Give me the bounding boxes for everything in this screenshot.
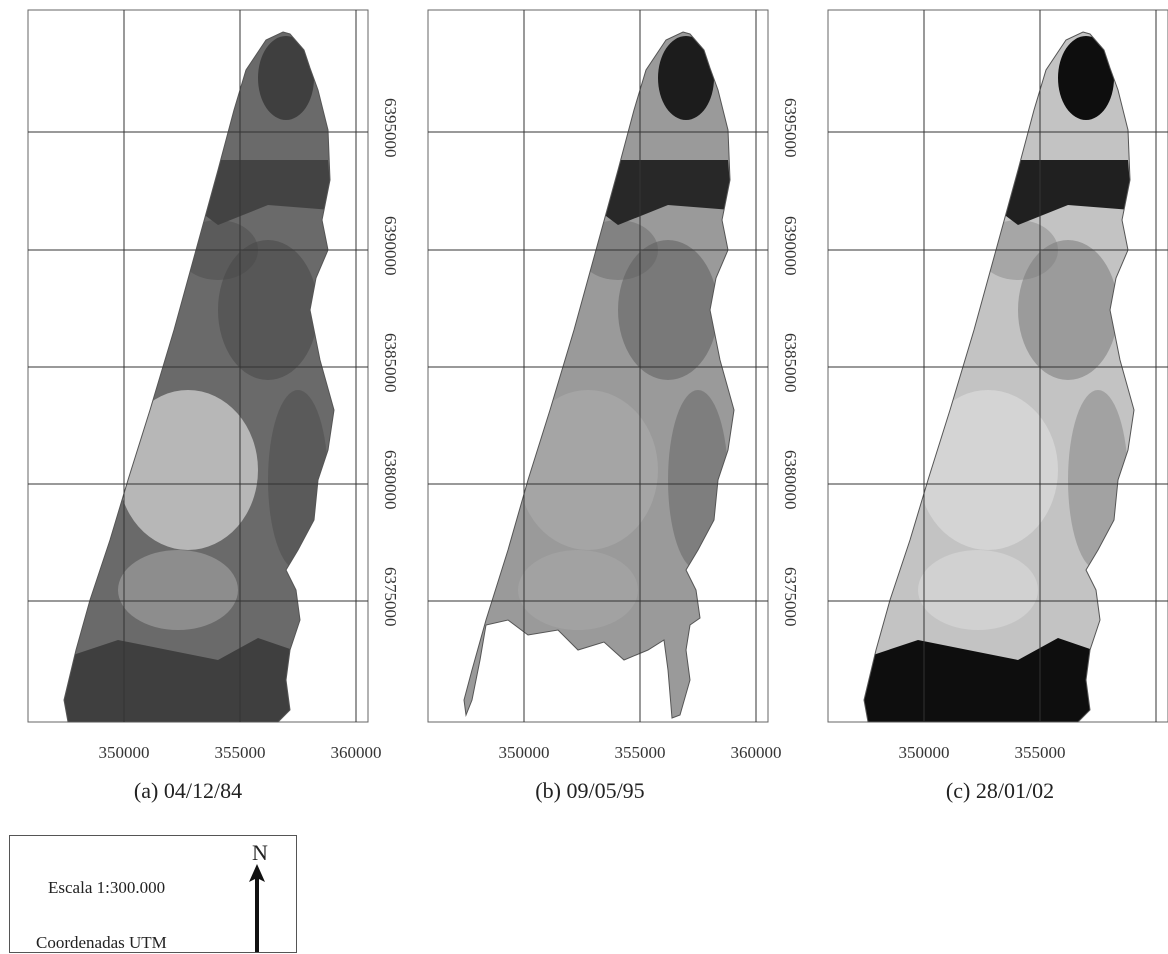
satellite-map-a [27, 9, 369, 723]
satellite-map-b [427, 9, 769, 723]
map-panel-b: 350000 355000 360000 6395000 6390000 638… [427, 9, 800, 762]
map-panel-c: 350000 355000 [827, 9, 1168, 762]
x-tick: 360000 [730, 743, 782, 762]
north-arrow-icon [249, 864, 265, 952]
caption-b: (b) 09/05/95 [535, 778, 645, 803]
y-tick: 6390000 [381, 216, 400, 276]
scale-label: Escala 1:300.000 [48, 878, 166, 897]
north-label: N [252, 840, 268, 865]
x-tick: 355000 [214, 743, 266, 762]
satellite-map-c [827, 9, 1168, 723]
y-tick: 6380000 [381, 450, 400, 510]
x-tick: 350000 [498, 743, 550, 762]
x-tick: 350000 [898, 743, 950, 762]
coordinates-label: Coordenadas UTM [36, 933, 167, 952]
y-tick: 6385000 [781, 333, 800, 393]
map-legend: Escala 1:300.000 Coordenadas UTM N [9, 835, 297, 953]
y-tick: 6390000 [781, 216, 800, 276]
y-tick: 6375000 [781, 567, 800, 627]
x-tick: 350000 [98, 743, 150, 762]
y-tick: 6380000 [781, 450, 800, 510]
y-tick: 6385000 [381, 333, 400, 393]
y-tick: 6395000 [381, 98, 400, 158]
y-tick: 6395000 [781, 98, 800, 158]
x-tick: 355000 [1014, 743, 1066, 762]
caption-a: (a) 04/12/84 [133, 778, 243, 803]
x-tick: 355000 [614, 743, 666, 762]
caption-c: (c) 28/01/02 [945, 778, 1055, 803]
x-tick: 360000 [330, 743, 382, 762]
map-panel-a: 350000 355000 360000 6395000 6390000 638… [27, 9, 400, 762]
y-tick: 6375000 [381, 567, 400, 627]
